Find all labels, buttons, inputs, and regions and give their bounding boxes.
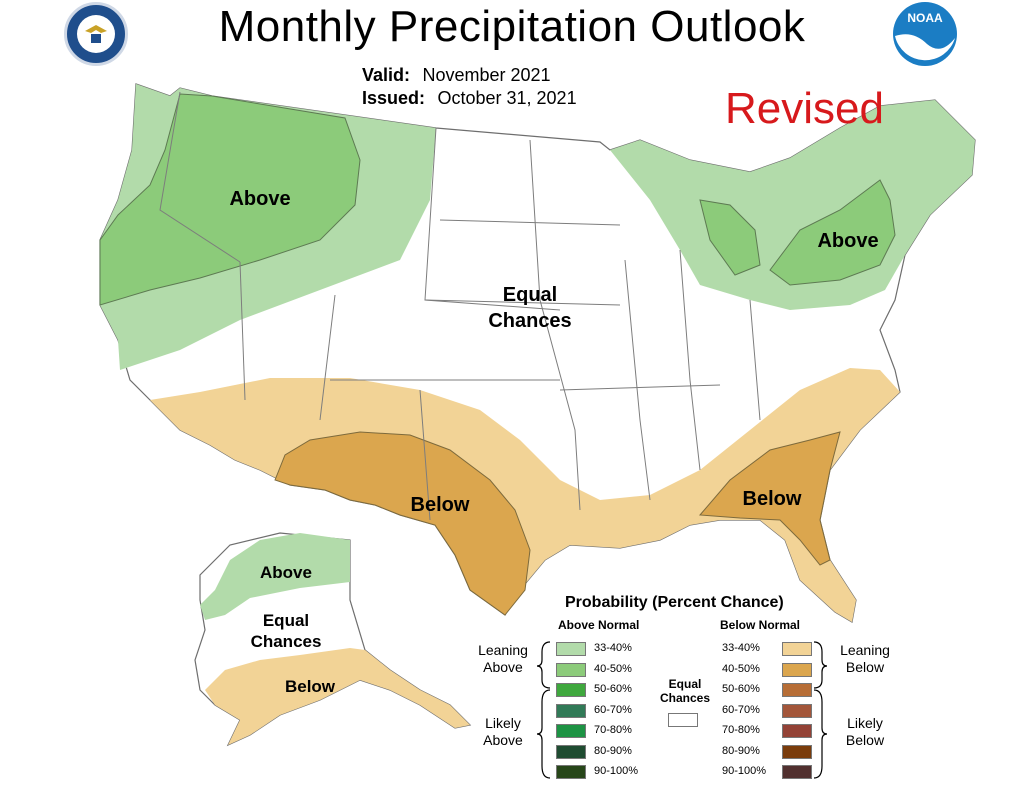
alaska-below [205,648,470,745]
issued-row: Issued: October 31, 2021 [362,88,577,109]
issued-label: Issued: [362,88,426,108]
region-below-southeast-likely [698,431,841,566]
legend-above-swatch [556,724,586,738]
legend-below-pct: 90-100% [722,765,767,777]
legend-below-swatch [782,703,812,718]
region-above-east-likely [699,179,896,286]
legend-below-pct: 50-60% [722,683,760,695]
legend-above-row: 60-70% [556,703,646,718]
legend-leaning-below: Leaning Below [832,642,898,676]
legend-below-swatch [782,642,812,656]
legend-above-swatch [556,662,586,677]
noaa-text: NOAA [907,11,943,25]
legend-equal-swatch [668,713,698,727]
valid-label: Valid: [362,65,411,85]
legend-below-row: 50-60% [722,683,812,697]
legend-title: Probability (Percent Chance) [565,594,784,611]
legend-likely-above: Likely Above [470,715,536,749]
legend-above-pct: 33-40% [594,642,632,654]
leaning-above-1: Leaning [478,642,528,658]
likely-above-2: Above [483,732,523,748]
legend-above-swatch [556,683,586,697]
page-title: Monthly Precipitation Outlook [218,2,806,51]
eagle-icon [85,25,107,43]
legend-above-row: 70-80% [556,724,646,738]
alaska-equal-line-2: Chances [250,632,322,651]
legend-below-row: 40-50% [722,662,812,677]
legend-below-pct: 40-50% [722,662,760,675]
valid-value: November 2021 [422,65,551,85]
legend-above-header: Above Normal [558,618,640,632]
label-alaska-below: Below [284,677,336,696]
legend-equal-chances: Equal Chances [650,677,720,705]
equal-line-1: Equal [502,284,558,306]
legend-below-row: 60-70% [722,703,812,718]
legend-below-pct: 70-80% [722,724,760,736]
alaska-above [200,533,350,620]
legend-below-row: 70-80% [722,724,812,738]
label-alaska-equal: Equal Chances [236,610,336,652]
label-below-southeast: Below [742,488,802,510]
legend-above-swatch [556,744,586,759]
legend-below-row: 80-90% [722,744,812,759]
legend-below-row: 33-40% [722,642,812,656]
legend-above-pct: 50-60% [594,683,632,695]
legend-below-row: 90-100% [722,765,812,779]
label-alaska-above: Above [260,563,312,582]
legend-above-swatch [556,703,586,718]
legend-below-pct: 33-40% [722,642,760,654]
likely-below-2: Below [845,732,885,748]
legend-below-pct: 80-90% [722,744,760,757]
region-below-southwest-likely [274,431,531,616]
legend-above-swatch [556,765,586,779]
legend-above-pct: 80-90% [594,744,632,757]
legend-brace-left [536,641,551,779]
equal-line-2: Chances [488,310,572,332]
legend-equal-line-2: Chances [659,691,711,705]
legend-below-swatch [782,662,812,677]
legend-below-swatch [782,724,812,738]
legend-below-header: Below Normal [720,618,801,632]
legend-above-row: 33-40% [556,642,646,656]
legend-above-pct: 70-80% [594,724,632,736]
revised-label: Revised [725,84,884,133]
state-lines [159,91,761,521]
label-below-southwest: Below [410,494,470,516]
legend-below-pct: 60-70% [722,703,760,716]
region-above-west-likely [99,93,361,306]
noaa-logo: NOAA [893,2,957,66]
label-above-west: Above [229,188,291,210]
legend-above-row: 50-60% [556,683,646,697]
leaning-above-2: Above [483,659,523,675]
valid-row: Valid: November 2021 [362,65,551,86]
legend-above-row: 40-50% [556,662,646,677]
legend-below-swatch [782,765,812,779]
likely-below-1: Likely [847,715,883,731]
legend-brace-right [813,641,828,779]
label-above-east: Above [817,230,879,252]
legend-equal-line-1: Equal [668,677,702,691]
legend-above-pct: 60-70% [594,703,632,716]
legend-below-swatch [782,683,812,697]
doc-seal-logo [64,2,128,66]
legend-above-pct: 90-100% [594,765,639,777]
issued-value: October 31, 2021 [437,88,577,108]
legend-below-swatch [782,744,812,759]
legend-likely-below: Likely Below [832,715,898,749]
legend-above-swatch [556,642,586,656]
alaska-equal-line-1: Equal [262,611,310,630]
region-below-south-leaning [150,368,900,622]
legend-above-row: 90-100% [556,765,646,779]
legend-leaning-above: Leaning Above [470,642,536,676]
leaning-below-1: Leaning [840,642,890,658]
legend-above-pct: 40-50% [594,662,632,675]
legend-above-row: 80-90% [556,744,646,759]
likely-above-1: Likely [485,715,521,731]
label-equal-chances: Equal Chances [460,282,600,334]
leaning-below-2: Below [845,659,885,675]
